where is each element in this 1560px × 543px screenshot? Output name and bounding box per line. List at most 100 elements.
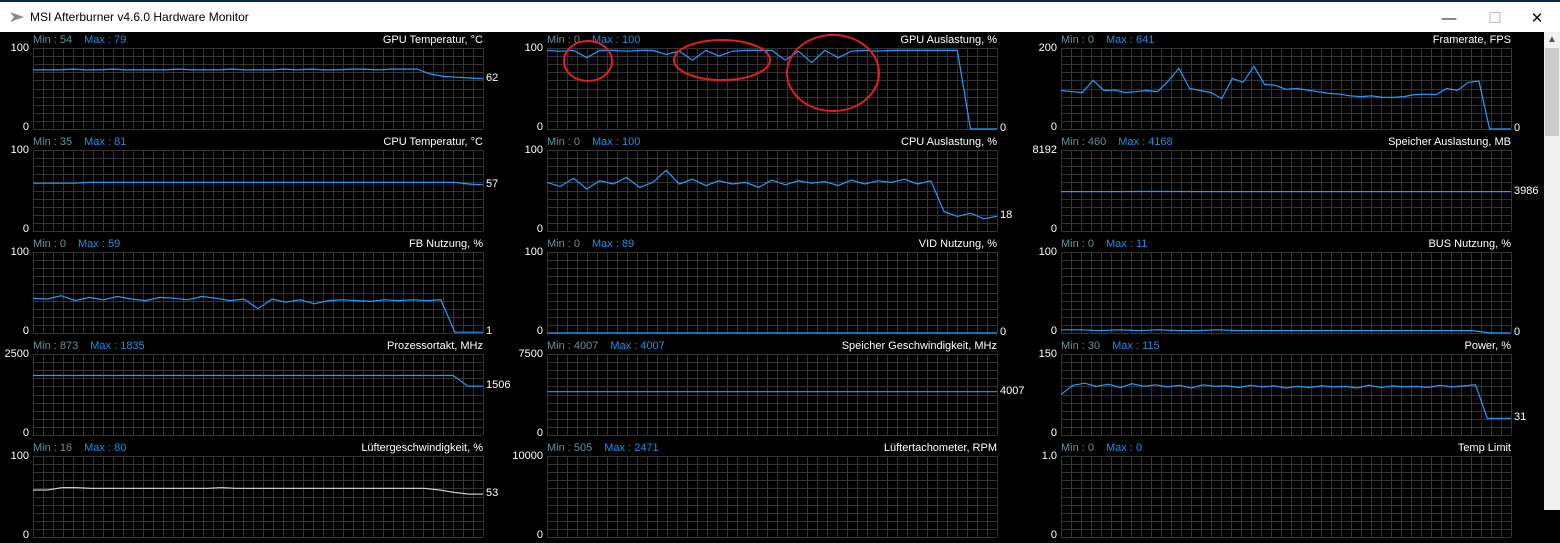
max-value: Max : 80 [84, 442, 126, 454]
min-value: Min : 460 [1061, 136, 1106, 148]
current-value: 62 [486, 72, 498, 84]
y-axis-min-label: 0 [537, 223, 543, 235]
min-value: Min : 873 [33, 340, 78, 352]
max-value: Max : 100 [592, 34, 640, 46]
max-value: Max : 100 [592, 136, 640, 148]
graph-plot [1061, 456, 1511, 537]
graph-title: Lüftergeschwindigkeit, % [361, 442, 483, 454]
series-line [33, 376, 483, 387]
graph-title: CPU Temperatur, °C [383, 136, 483, 148]
y-axis-max-label: 100 [1039, 246, 1057, 258]
graph-title: Speicher Geschwindigkeit, MHz [842, 340, 997, 352]
max-value: Max : 0 [1106, 442, 1142, 454]
graph-panel: Min : 505 Max : 2471 Lüftertachometer, RP… [514, 441, 1028, 543]
min-value: Min : 0 [1061, 238, 1094, 250]
current-value: 57 [486, 178, 498, 190]
y-axis-max-label: 10000 [512, 450, 543, 462]
min-value: Min : 505 [547, 442, 592, 454]
min-value: Min : 16 [33, 442, 72, 454]
y-axis-max-label: 7500 [519, 348, 543, 360]
series-line [1061, 330, 1511, 333]
maximize-button[interactable]: ☐ [1472, 6, 1518, 30]
graph-title: BUS Nutzung, % [1428, 238, 1511, 250]
graph-title: GPU Temperatur, °C [383, 34, 483, 46]
afterburner-logo-icon [9, 10, 25, 24]
grid-lines [33, 48, 484, 130]
min-max-readout: Min : 0 Max : 59 [33, 238, 120, 250]
grid-lines [1061, 354, 1512, 436]
graph-panel: Min : 16 Max : 80 Lüftergeschwindigkeit, … [0, 441, 514, 543]
window-title: MSI Afterburner v4.6.0 Hardware Monitor [30, 10, 249, 24]
current-value: 4007 [1000, 385, 1024, 397]
vertical-scrollbar[interactable]: ▲ [1544, 32, 1560, 510]
min-value: Min : 30 [1061, 340, 1100, 352]
graph-title: Temp Limit [1458, 442, 1511, 454]
current-value: 0 [1514, 122, 1520, 134]
min-value: Min : 0 [547, 238, 580, 250]
title-bar: MSI Afterburner v4.6.0 Hardware Monitor … [0, 0, 1560, 32]
y-axis-max-label: 200 [1039, 42, 1057, 54]
y-axis-min-label: 0 [1051, 529, 1057, 541]
y-axis-min-label: 0 [23, 427, 29, 439]
grid-lines [547, 252, 998, 334]
current-value: 53 [486, 487, 498, 499]
minimize-button[interactable]: — [1426, 6, 1472, 30]
grid-lines [547, 456, 998, 538]
graph-plot [1061, 354, 1511, 435]
y-axis-min-label: 0 [1051, 121, 1057, 133]
y-axis-min-label: 0 [23, 529, 29, 541]
current-value: 31 [1514, 411, 1526, 423]
min-value: Min : 0 [547, 136, 580, 148]
graph-plot [33, 354, 483, 435]
scroll-up-arrow-icon[interactable]: ▲ [1544, 32, 1560, 48]
y-axis-min-label: 0 [23, 223, 29, 235]
graph-plot [547, 456, 997, 537]
grid-lines [547, 354, 998, 436]
y-axis-min-label: 0 [537, 325, 543, 337]
graph-plot [1061, 252, 1511, 333]
max-value: Max : 2471 [604, 442, 658, 454]
current-value: 1 [486, 325, 492, 337]
y-axis-max-label: 1.0 [1042, 450, 1057, 462]
max-value: Max : 79 [84, 34, 126, 46]
current-value: 1506 [486, 379, 510, 391]
series-line [1061, 383, 1511, 418]
y-axis-max-label: 100 [11, 144, 29, 156]
current-value: 18 [1000, 209, 1012, 221]
grid-lines [547, 150, 998, 232]
y-axis-max-label: 100 [11, 450, 29, 462]
min-value: Min : 0 [33, 238, 66, 250]
max-value: Max : 1835 [90, 340, 144, 352]
graph-plot [33, 150, 483, 231]
close-button[interactable]: ✕ [1514, 6, 1560, 30]
graph-plot [547, 354, 997, 435]
max-value: Max : 641 [1106, 34, 1154, 46]
y-axis-max-label: 8192 [1033, 144, 1057, 156]
max-value: Max : 59 [78, 238, 120, 250]
y-axis-min-label: 0 [1051, 325, 1057, 337]
y-axis-max-label: 150 [1039, 348, 1057, 360]
scrollbar-thumb[interactable] [1545, 48, 1559, 136]
grid-lines [33, 252, 484, 334]
graph-title: Lüftertachometer, RPM [884, 442, 997, 454]
max-value: Max : 115 [1112, 340, 1160, 352]
y-axis-max-label: 100 [525, 42, 543, 54]
graph-plot [1061, 150, 1511, 231]
min-max-readout: Min : 0 Max : 100 [547, 136, 640, 148]
grid-lines [33, 150, 484, 232]
y-axis-max-label: 100 [525, 246, 543, 258]
y-axis-max-label: 100 [525, 144, 543, 156]
grid-lines [33, 354, 484, 436]
graph-plot [33, 456, 483, 537]
